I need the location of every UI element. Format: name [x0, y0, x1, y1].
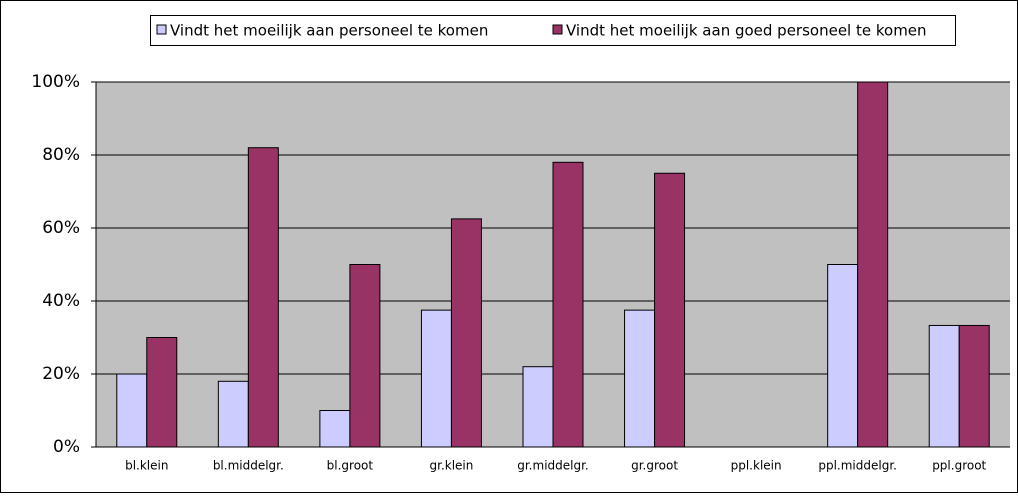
bar: [319, 410, 351, 448]
bar: [827, 264, 859, 448]
bar: [349, 264, 381, 448]
bar: [958, 324, 990, 448]
legend-label: Vindt het moeilijk aan goed personeel te…: [566, 22, 927, 40]
x-tick-label: bl.klein: [125, 459, 168, 473]
bar: [624, 309, 656, 448]
legend-label: Vindt het moeilijk aan personeel te kome…: [170, 22, 488, 40]
y-tick-label: 20%: [42, 364, 80, 384]
bar: [217, 380, 249, 448]
x-tick-label: ppl.klein: [731, 459, 782, 473]
bar: [146, 337, 178, 448]
x-tick-label: gr.middelgr.: [517, 459, 589, 473]
x-tick-label: bl.groot: [327, 459, 374, 473]
x-tick-label: bl.middelgr.: [213, 459, 284, 473]
legend-swatch: [552, 24, 563, 35]
bar: [420, 309, 452, 448]
y-tick-label: 60%: [42, 218, 80, 238]
y-tick-label: 40%: [42, 291, 80, 311]
y-tick-label: 0%: [53, 437, 80, 457]
y-tick-label: 100%: [31, 72, 80, 92]
bar: [928, 324, 960, 448]
x-tick-label: ppl.groot: [932, 459, 986, 473]
bar: [116, 373, 148, 448]
x-tick-label: gr.klein: [430, 459, 474, 473]
bar: [857, 81, 889, 448]
bar: [654, 172, 686, 448]
x-tick-label: gr.groot: [631, 459, 678, 473]
bar: [450, 218, 482, 448]
x-tick-label: ppl.middelgr.: [818, 459, 897, 473]
bar: [247, 147, 279, 448]
bar: [552, 161, 584, 448]
y-tick-label: 80%: [42, 145, 80, 165]
legend-swatch: [156, 24, 167, 35]
bar: [522, 366, 554, 448]
